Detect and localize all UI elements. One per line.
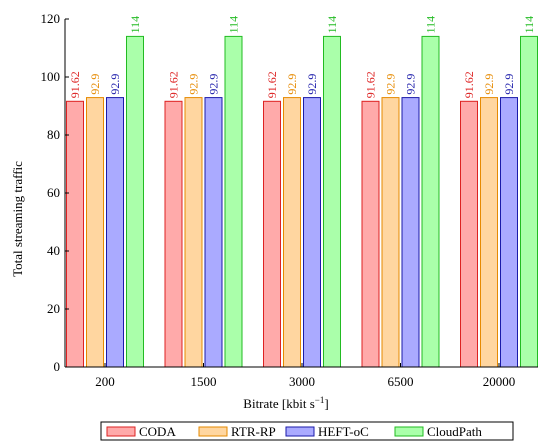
- bar-rtr-rp-3000: [283, 97, 301, 368]
- bar-cloudpath-200: [126, 35, 144, 368]
- bar-heft-oc-6500: [401, 97, 420, 368]
- bar-coda-3000: [263, 100, 281, 368]
- x-axis-title-exponent: −1: [315, 395, 325, 405]
- x-axis: 200 1500 3000 6500 20000: [65, 363, 538, 389]
- data-label: 91.62: [68, 71, 82, 98]
- data-label: 92.9: [384, 74, 398, 95]
- data-label: 91.62: [462, 71, 476, 98]
- y-tick-label: 0: [54, 359, 61, 374]
- data-label: 114: [522, 16, 536, 34]
- bar-heft-oc-1500: [204, 97, 223, 368]
- data-label: 92.9: [187, 74, 201, 95]
- y-axis-title: Total streaming traffic: [10, 161, 25, 277]
- x-tick-label: 200: [95, 374, 115, 389]
- bar-cloudpath-6500: [421, 35, 440, 368]
- bar-heft-oc-200: [106, 97, 124, 368]
- data-label: 92.9: [502, 74, 516, 95]
- data-label: 92.9: [404, 74, 418, 95]
- legend-label: RTR-RP: [231, 424, 276, 439]
- x-tick-label: 6500: [388, 374, 414, 389]
- y-tick-label: 120: [41, 11, 61, 26]
- data-label: 114: [128, 16, 142, 34]
- legend-swatch-coda: [106, 426, 136, 437]
- bar-rtr-rp-20000: [480, 97, 498, 368]
- bar-rtr-rp-1500: [184, 97, 203, 368]
- data-label: 91.62: [364, 71, 378, 98]
- y-tick-label: 20: [47, 301, 60, 316]
- legend-swatch-heft-oc: [285, 426, 315, 437]
- y-axis: 0 20 40 60 80 100 120: [41, 11, 69, 374]
- legend-label: CloudPath: [427, 424, 482, 439]
- bar-coda-200: [66, 100, 84, 368]
- data-label: 114: [325, 16, 339, 34]
- y-tick-label: 40: [47, 243, 60, 258]
- x-tick-label: 3000: [289, 374, 315, 389]
- x-tick-label: 20000: [483, 374, 516, 389]
- data-label: 114: [227, 16, 241, 34]
- bar-coda-20000: [460, 100, 478, 368]
- legend-label: HEFT-oC: [318, 424, 369, 439]
- data-label: 92.9: [88, 74, 102, 95]
- x-axis-title: Bitrate [kbit s−1]: [243, 395, 328, 411]
- bar-cloudpath-3000: [323, 35, 341, 368]
- bar-rtr-rp-6500: [381, 97, 400, 368]
- legend: CODA RTR-RP HEFT-oC CloudPath: [100, 421, 514, 441]
- legend-swatch-rtr-rp: [198, 426, 228, 437]
- data-label: 91.62: [265, 71, 279, 98]
- y-tick-label: 60: [47, 185, 60, 200]
- legend-label: CODA: [139, 424, 176, 439]
- data-label: 92.9: [305, 74, 319, 95]
- data-label: 114: [424, 16, 438, 34]
- bar-coda-1500: [164, 100, 183, 368]
- y-tick-label: 80: [47, 127, 60, 142]
- bar-heft-oc-3000: [303, 97, 321, 368]
- bar-coda-6500: [361, 100, 380, 368]
- data-label: 91.62: [167, 71, 181, 98]
- plot-area: 91.62 92.9 92.9 114 91.62 92.9 92.9 114 91.62 92.…: [66, 16, 538, 368]
- data-label: 92.9: [207, 74, 221, 95]
- bar-cloudpath-20000: [520, 35, 538, 368]
- data-label: 92.9: [482, 74, 496, 95]
- bar-rtr-rp-200: [86, 97, 104, 368]
- bar-heft-oc-20000: [500, 97, 518, 368]
- legend-swatch-cloudpath: [394, 426, 424, 437]
- data-label: 92.9: [108, 74, 122, 95]
- x-tick-label: 1500: [191, 374, 217, 389]
- bar-cloudpath-1500: [224, 35, 243, 368]
- y-tick-label: 100: [41, 69, 61, 84]
- data-label: 92.9: [285, 74, 299, 95]
